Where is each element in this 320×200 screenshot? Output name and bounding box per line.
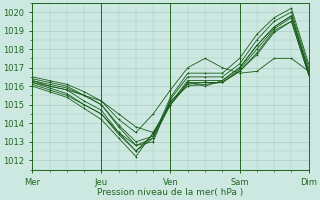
X-axis label: Pression niveau de la mer( hPa ): Pression niveau de la mer( hPa ) [97, 188, 244, 197]
